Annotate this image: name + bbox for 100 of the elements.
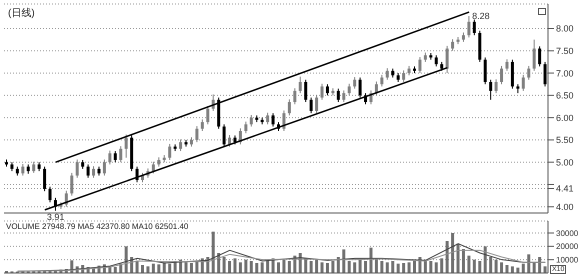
candlestick bbox=[222, 124, 226, 148]
candlestick bbox=[500, 65, 504, 85]
candlestick bbox=[168, 143, 172, 160]
annotation: 8.28 bbox=[472, 11, 490, 22]
candlestick bbox=[304, 79, 308, 103]
bar bbox=[544, 266, 547, 273]
candlestick bbox=[446, 45, 449, 74]
candlestick bbox=[200, 118, 204, 132]
bar bbox=[157, 264, 160, 273]
candlestick bbox=[157, 156, 160, 168]
candlestick bbox=[353, 76, 356, 90]
candlestick bbox=[266, 112, 270, 125]
candlestick bbox=[544, 61, 547, 87]
bar bbox=[413, 260, 416, 273]
bar bbox=[146, 266, 150, 273]
candlestick bbox=[408, 65, 411, 76]
bar bbox=[478, 261, 482, 273]
bar bbox=[396, 264, 400, 273]
candlestick bbox=[418, 56, 422, 74]
candlestick bbox=[190, 136, 193, 148]
bar bbox=[168, 264, 172, 273]
candlestick bbox=[152, 161, 155, 174]
bar bbox=[315, 260, 318, 273]
bar bbox=[212, 232, 215, 273]
bar bbox=[472, 260, 476, 273]
candlestick bbox=[288, 98, 291, 116]
candlestick bbox=[472, 19, 476, 36]
bar bbox=[429, 261, 432, 273]
bar bbox=[222, 257, 226, 273]
candlestick bbox=[195, 126, 198, 143]
bar bbox=[434, 262, 438, 273]
candlestick bbox=[92, 166, 96, 178]
candlestick bbox=[26, 164, 30, 174]
candlestick bbox=[86, 164, 90, 178]
y-tick-label: 6.50 bbox=[556, 90, 574, 101]
bar bbox=[500, 262, 504, 273]
candlestick bbox=[348, 83, 351, 96]
candlestick bbox=[380, 74, 384, 87]
candlestick bbox=[108, 150, 112, 165]
candlestick bbox=[272, 112, 275, 128]
bar bbox=[136, 261, 139, 273]
bar bbox=[255, 263, 258, 273]
bar bbox=[250, 261, 253, 273]
candlestick bbox=[538, 46, 542, 67]
candlestick bbox=[244, 121, 248, 134]
bar bbox=[238, 262, 242, 273]
y-tick-label: 5.00 bbox=[556, 157, 574, 168]
bar bbox=[342, 249, 346, 273]
bar bbox=[402, 263, 406, 273]
candlestick bbox=[336, 88, 340, 103]
candlestick bbox=[21, 163, 24, 176]
bar bbox=[320, 262, 324, 273]
candlestick bbox=[522, 74, 525, 92]
candlestick bbox=[326, 84, 329, 96]
bar bbox=[228, 261, 232, 273]
candlestick bbox=[462, 32, 465, 42]
bar bbox=[282, 260, 286, 273]
candlestick bbox=[310, 97, 313, 114]
chart-title: (日线) bbox=[8, 6, 35, 20]
y-tick-label: 6.00 bbox=[556, 112, 574, 123]
bar bbox=[386, 262, 389, 273]
candlestick bbox=[386, 68, 389, 80]
candlestick bbox=[43, 166, 46, 192]
bar bbox=[364, 261, 368, 273]
bar bbox=[326, 263, 329, 273]
candlestick bbox=[489, 79, 492, 100]
candlestick bbox=[48, 186, 52, 203]
bar bbox=[505, 265, 508, 273]
candlestick bbox=[505, 58, 508, 72]
annotation: 3.91 bbox=[46, 212, 64, 222]
candlestick bbox=[467, 16, 470, 38]
bar bbox=[233, 258, 236, 273]
candlestick bbox=[119, 146, 122, 163]
bar bbox=[467, 256, 470, 273]
bar bbox=[494, 260, 498, 273]
candlestick bbox=[315, 94, 318, 114]
bar bbox=[310, 261, 313, 273]
chart-title: VOLUME 27948.79 MA5 42370.80 MA10 62501.40 bbox=[6, 222, 188, 231]
y-tick-label: 7.50 bbox=[556, 46, 574, 56]
candlestick bbox=[298, 76, 302, 94]
candlestick bbox=[293, 88, 296, 105]
bar bbox=[114, 267, 117, 273]
bar bbox=[440, 258, 444, 273]
bar bbox=[288, 261, 291, 273]
bar bbox=[266, 260, 270, 273]
candlestick bbox=[532, 39, 536, 72]
bar bbox=[260, 262, 264, 273]
candlestick bbox=[424, 52, 427, 62]
bar bbox=[141, 265, 144, 273]
bar bbox=[244, 260, 248, 273]
candlestick bbox=[402, 70, 406, 82]
bar bbox=[510, 266, 514, 273]
bar bbox=[358, 260, 362, 273]
candlestick bbox=[484, 56, 487, 85]
y-tick-label: 20000 bbox=[556, 242, 578, 252]
bar bbox=[380, 261, 384, 273]
y-tick-label: 5.50 bbox=[556, 135, 574, 146]
candlestick bbox=[76, 159, 79, 178]
candlestick bbox=[451, 38, 454, 52]
y-tick-label: 10000 bbox=[556, 256, 578, 265]
